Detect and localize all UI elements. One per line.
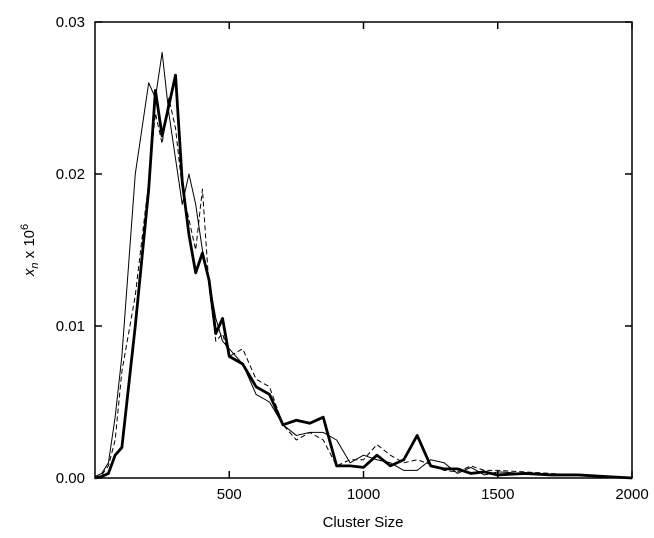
y-axis-label: xn x 106 [19, 224, 41, 277]
x-axis-label: Cluster Size [323, 514, 404, 531]
series-line [94, 51, 633, 479]
y-tick-label: 0.00 [56, 470, 85, 487]
y-label-mid: x 10 [21, 230, 38, 263]
series-line [94, 97, 633, 479]
y-label-sup: 6 [19, 224, 31, 230]
x-tick-label: 1000 [347, 486, 380, 503]
series-line [94, 73, 633, 480]
y-label-base: x [21, 268, 38, 277]
y-tick-label: 0.01 [56, 318, 85, 335]
x-tick-label: 2000 [615, 486, 648, 503]
x-tick-label: 1500 [481, 486, 514, 503]
y-label-sub: n [29, 263, 41, 269]
x-tick-label: 500 [217, 486, 242, 503]
y-tick-label: 0.02 [56, 166, 85, 183]
y-tick-label: 0.03 [56, 14, 85, 31]
